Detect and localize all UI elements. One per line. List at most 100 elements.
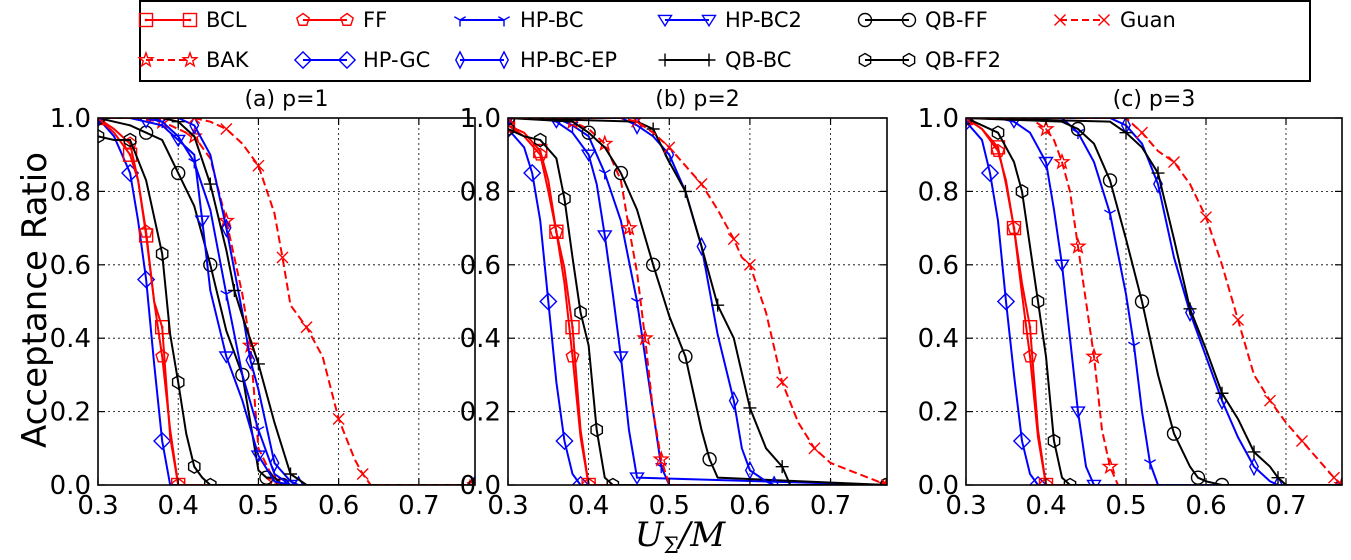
data-point-hp-bc-ep <box>728 390 739 411</box>
legend-marker-hp-bc2-a <box>657 14 673 28</box>
series-line-qb-ff2 <box>98 135 475 485</box>
data-point-qb-ff <box>1166 426 1182 441</box>
legend-marker-hp-bc2-b <box>701 14 717 28</box>
data-point-qb-bc <box>1151 166 1165 180</box>
data-point-bak <box>636 328 654 346</box>
y-tick-label: 0.2 <box>918 398 959 428</box>
y-axis-label: Acceptance Ratio <box>15 152 55 448</box>
data-point-qb-ff2 <box>991 125 1005 140</box>
data-point-guan <box>468 478 475 485</box>
legend-marker-qb-ff-a <box>857 12 873 28</box>
data-point-hp-bc <box>1143 459 1157 470</box>
legend-marker-qb-ff2-a <box>858 52 872 68</box>
data-point-hp-bc2 <box>1070 406 1086 419</box>
data-point-hp-bc2 <box>250 450 267 463</box>
data-point-bcl <box>565 319 580 335</box>
legend-marker-hp-gc-a <box>293 50 313 70</box>
series-line-qb-bc <box>966 118 1342 485</box>
data-point-bcl-dot <box>128 153 132 156</box>
data-point-qb-ff2 <box>1047 433 1061 449</box>
series-line-hp-bc-ep <box>98 118 475 485</box>
data-point-ff <box>581 477 596 485</box>
legend-marker-hp-bc-ep-b <box>498 50 510 70</box>
data-point-guan <box>276 251 289 264</box>
panel-1: (a) p=1 0.3 0.4 0.5 0.6 0.7 0.0 0.2 0.4 0.6 0.8 1.0 <box>50 87 476 521</box>
legend-label-bcl: BCL <box>206 8 247 32</box>
data-point-qb-bc <box>1183 302 1197 316</box>
data-point-hp-gc <box>539 292 558 311</box>
data-point-hp-bc2 <box>1007 118 1021 129</box>
x-tick-label: 0.5 <box>649 491 690 521</box>
data-point-qb-ff2 <box>1063 477 1077 485</box>
legend-marker-qb-ff-b <box>901 12 917 28</box>
data-point-qb-ff2 <box>558 191 571 207</box>
data-point-guan <box>743 258 756 271</box>
data-point-guan <box>332 412 345 425</box>
x-tick-label: 0.6 <box>1185 491 1226 521</box>
data-point-guan <box>1327 471 1341 484</box>
legend-marker-qb-bc-a <box>658 53 672 67</box>
series-group <box>508 118 887 485</box>
legend-label-bak: BAK <box>206 48 250 72</box>
series-line-qb-ff2 <box>966 118 1342 485</box>
data-point-qb-ff2 <box>533 132 547 148</box>
series-group <box>98 118 475 485</box>
legend-marker-hp-bc-ep-a <box>454 50 466 70</box>
data-point-ff <box>1022 349 1038 363</box>
series-ff <box>966 118 1342 485</box>
legend-label-ff: FF <box>363 8 387 32</box>
panel-title: (c) p=3 <box>1113 87 1196 112</box>
legend-entry-bak: BAK <box>137 48 250 72</box>
data-point-guan <box>98 118 105 125</box>
data-point-hp-bc2 <box>580 149 597 162</box>
x-tick-label: 0.7 <box>810 491 851 521</box>
series-hp-gc <box>966 118 1342 485</box>
x-axis-label-tail: /M <box>676 515 726 555</box>
series-line-hp-gc <box>966 121 1342 485</box>
data-point-qb-bc <box>711 298 725 312</box>
x-tick-label: 0.6 <box>729 491 770 521</box>
legend-label-hp-bc-ep: HP-BC-EP <box>520 48 617 72</box>
series-line-qb-ff <box>966 118 1342 485</box>
data-point-hp-bc2 <box>549 118 564 129</box>
data-point-qb-ff <box>171 165 186 181</box>
series-line-ff <box>508 124 887 485</box>
data-point-qb-ff <box>581 125 596 140</box>
data-point-ff <box>533 147 548 161</box>
data-point-hp-gc <box>555 431 574 451</box>
data-point-hp-gc <box>980 163 1000 183</box>
legend: BCL FF HP-BC HP-BC2 QB-FF Guan BAK HP-GC HP-BC-E… <box>137 0 1311 82</box>
data-point-guan <box>508 118 515 125</box>
legend-entry-hp-bc: HP-BC <box>453 8 584 32</box>
data-point-bcl-dot <box>996 146 1000 149</box>
legend-marker-hp-bc-a <box>453 16 467 27</box>
series-qb-ff2 <box>966 118 1342 485</box>
legend-entry-qb-bc: QB-BC <box>658 48 791 72</box>
series-line-hp-bc2 <box>966 118 1342 485</box>
data-point-guan <box>808 442 821 455</box>
series-guan <box>508 118 887 485</box>
y-tick-label: 0.8 <box>918 177 959 207</box>
data-point-bak <box>1053 152 1071 170</box>
legend-marker-bak-b <box>181 50 199 68</box>
data-point-qb-bc <box>1215 386 1229 400</box>
data-point-hp-bc2 <box>613 351 629 364</box>
data-point-qb-ff <box>645 257 661 272</box>
series-line-hp-bc <box>98 118 475 485</box>
data-point-bcl-dot <box>1028 325 1032 329</box>
series-line-ff <box>966 118 1342 485</box>
y-tick-label: 0.0 <box>918 471 959 501</box>
data-point-hp-bc2 <box>194 215 211 228</box>
data-point-hp-gc <box>1028 475 1048 485</box>
data-point-qb-ff2 <box>98 129 105 144</box>
panel-3: (c) p=3 0.3 0.4 0.5 0.6 0.7 0.0 0.2 0.4 0.6 0.8 1.0 <box>918 87 1343 521</box>
legend-entry-hp-gc: HP-GC <box>293 48 430 72</box>
data-point-qb-ff2 <box>1015 184 1029 199</box>
series-guan <box>98 118 475 485</box>
data-point-hp-bc2 <box>629 472 645 485</box>
data-point-qb-ff2 <box>155 246 169 262</box>
series-qb-ff <box>508 118 887 485</box>
data-point-hp-bc2 <box>1086 479 1102 485</box>
y-tick-label: 0.8 <box>50 177 91 207</box>
data-point-guan <box>300 321 313 334</box>
